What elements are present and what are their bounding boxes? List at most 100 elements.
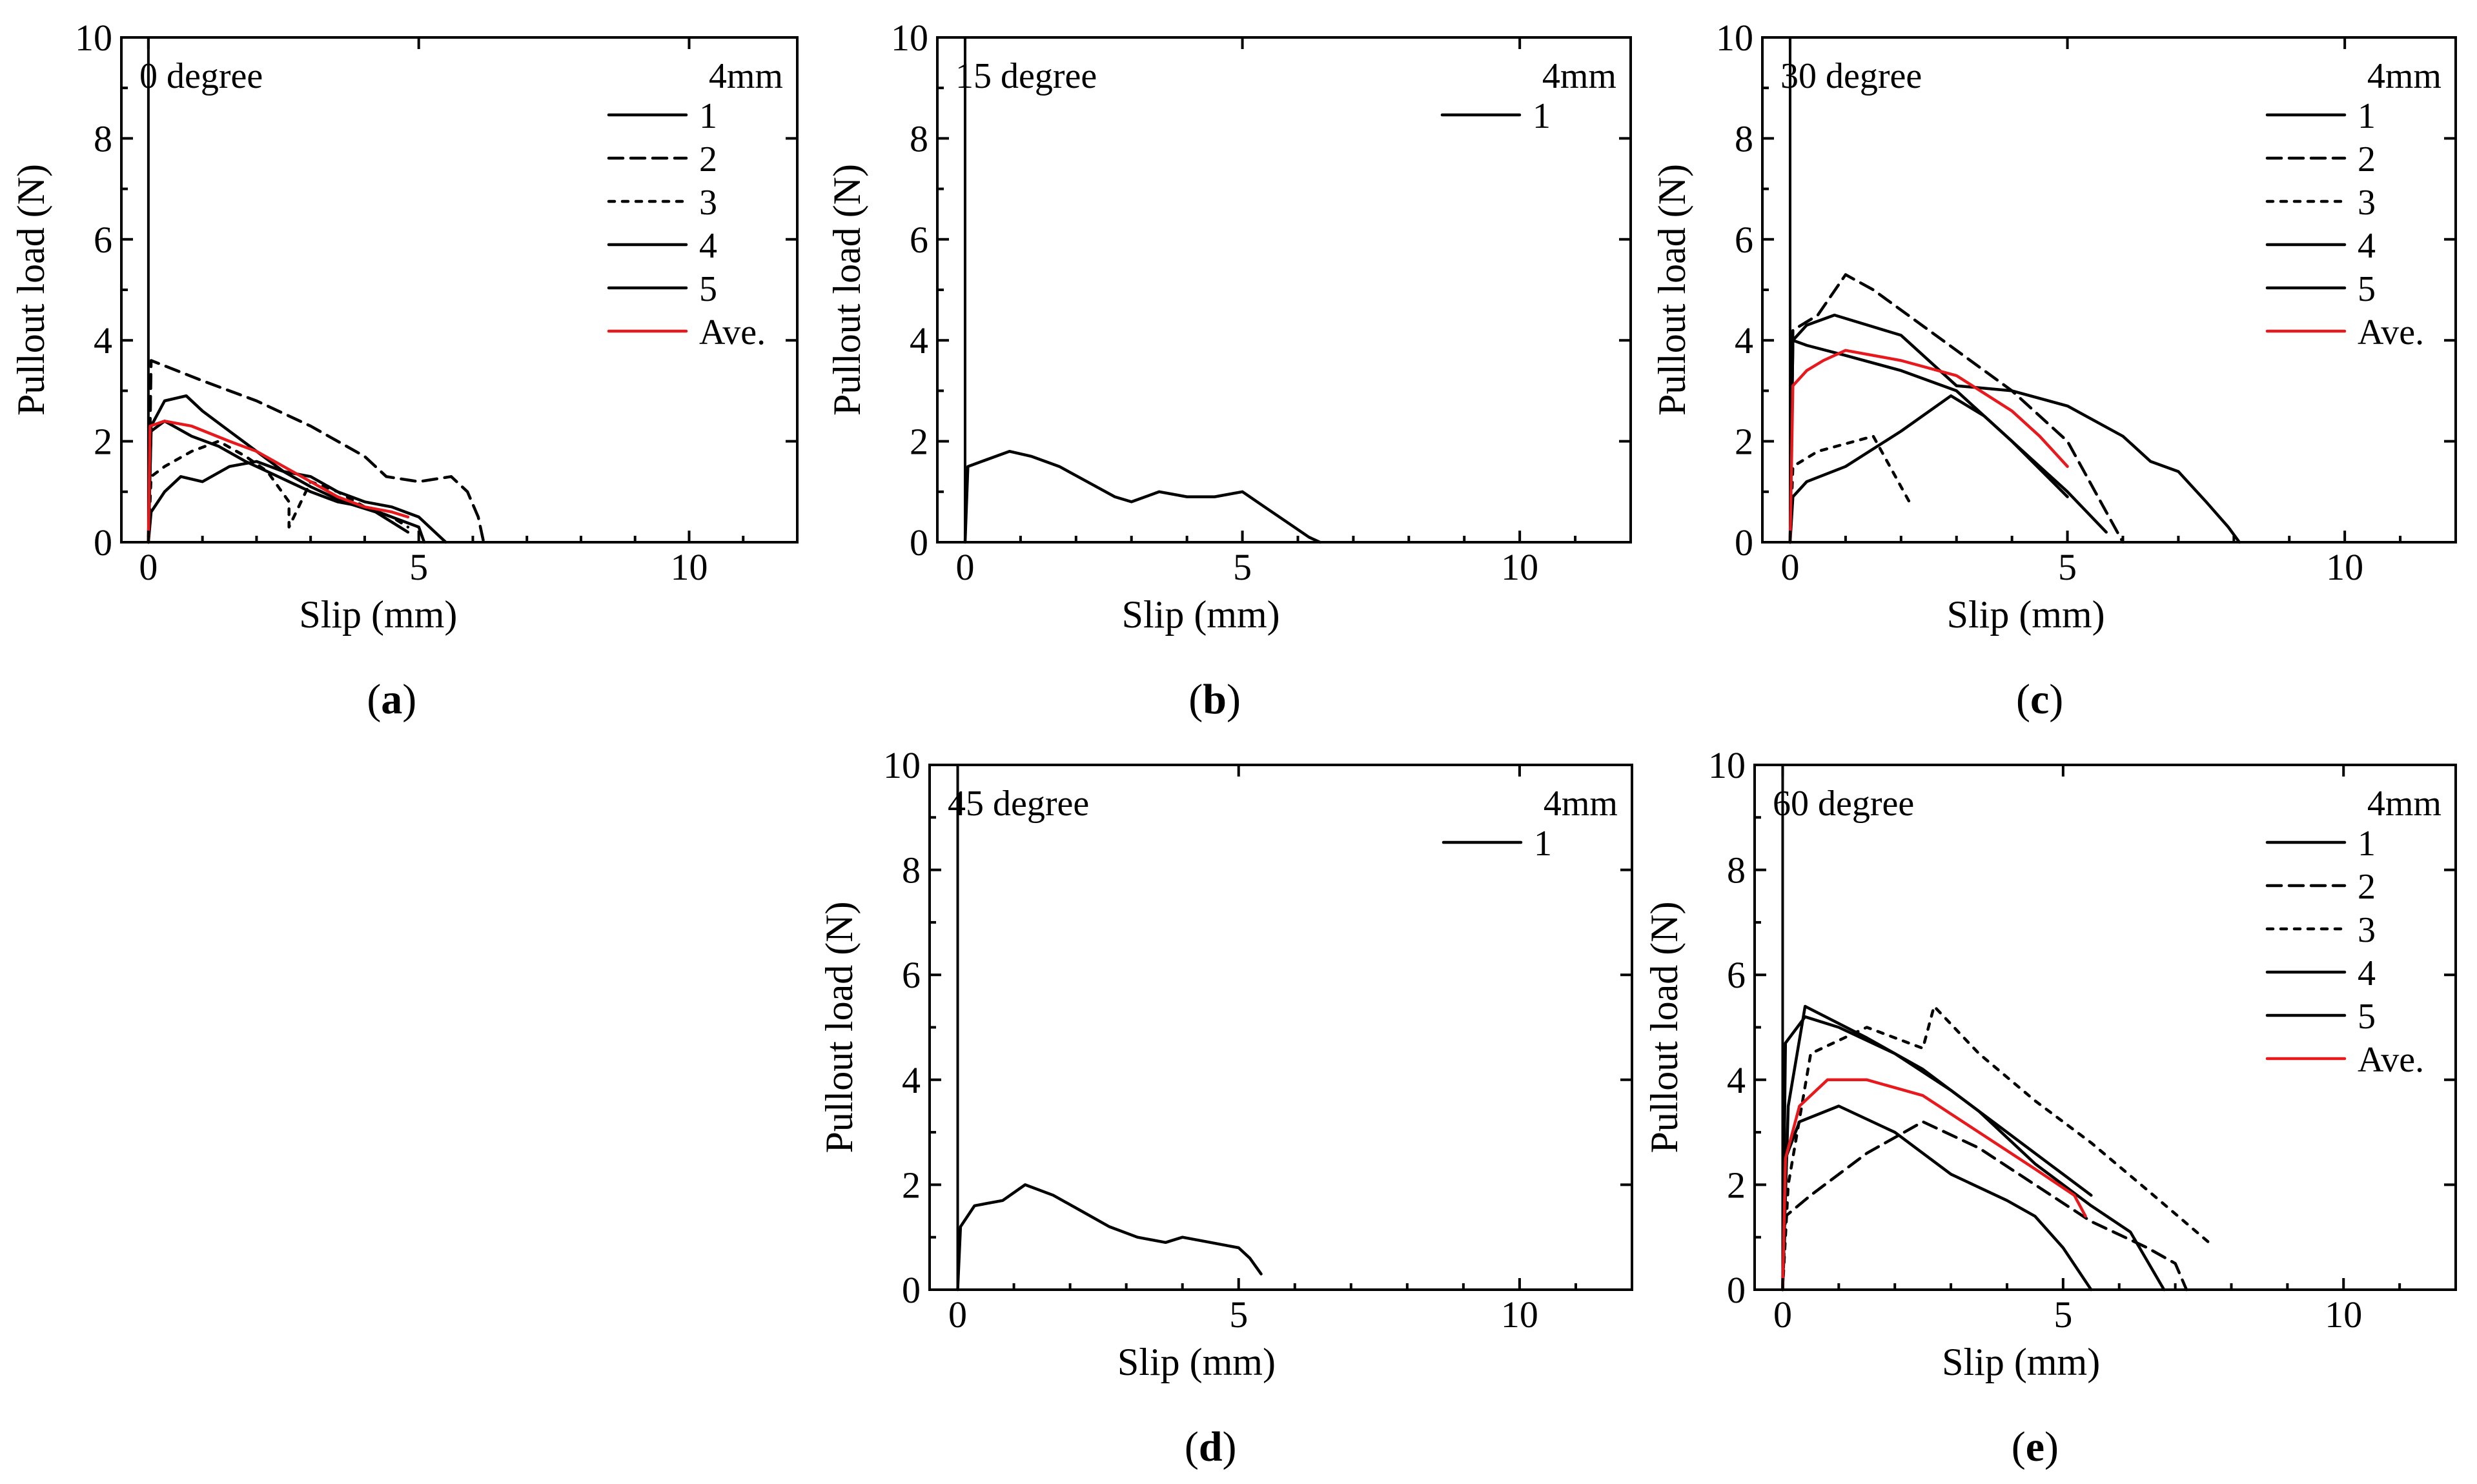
panel-label: (c) xyxy=(2016,676,2063,723)
x-axis-label: Slip (mm) xyxy=(1117,1341,1276,1383)
y-tick-label: 0 xyxy=(910,522,928,564)
y-tick-label: 10 xyxy=(1708,744,1746,786)
y-tick-label: 4 xyxy=(910,320,928,361)
x-tick-label: 5 xyxy=(1233,546,1252,588)
legend-title: 4mm xyxy=(1542,56,1616,96)
y-tick-label: 10 xyxy=(883,744,921,786)
y-tick-label: 8 xyxy=(1727,849,1746,891)
series-line-3 xyxy=(1788,434,1914,544)
series-line-Ave. xyxy=(147,420,410,544)
y-tick-label: 10 xyxy=(1716,17,1753,59)
angle-annotation: 15 degree xyxy=(955,56,1097,96)
legend-label: Ave. xyxy=(2358,312,2424,352)
y-tick-label: 4 xyxy=(1727,1059,1746,1101)
y-tick-label: 0 xyxy=(1727,1269,1746,1311)
x-tick-label: 0 xyxy=(1773,1294,1792,1336)
y-tick-label: 4 xyxy=(94,320,112,361)
legend-label: 3 xyxy=(2358,183,2376,223)
legend-label: 4 xyxy=(2358,953,2376,993)
panel-letter: d xyxy=(1199,1423,1223,1470)
legend-label: 1 xyxy=(2358,824,2376,864)
y-axis-label: Pullout load (N) xyxy=(1643,902,1686,1154)
x-tick-label: 5 xyxy=(2054,1294,2072,1336)
y-tick-label: 8 xyxy=(94,117,112,159)
y-tick-label: 8 xyxy=(1735,117,1753,159)
y-tick-label: 2 xyxy=(1735,421,1753,463)
legend-label: 1 xyxy=(2358,96,2376,136)
panel-d: 0 5 10 0 2 4 6 8 10 Slip (mm) Pullout load (N) 45 d… xyxy=(818,744,1633,1470)
panel-c: 0 5 10 0 2 4 6 8 10 Slip (mm) Pullout load (N) 30 d… xyxy=(1651,17,2457,723)
legend-title: 4mm xyxy=(1544,784,1618,824)
x-tick-label: 10 xyxy=(670,546,708,588)
x-axis-label: Slip (mm) xyxy=(299,593,457,636)
legend-label: Ave. xyxy=(2358,1040,2424,1080)
legend-label: 5 xyxy=(2358,269,2376,309)
y-tick-label: 2 xyxy=(910,421,928,463)
panel-letter: b xyxy=(1203,676,1227,723)
legend-label: 1 xyxy=(1533,96,1551,136)
y-tick-label: 0 xyxy=(902,1269,921,1311)
series-line-2 xyxy=(1788,273,2125,544)
y-tick-label: 8 xyxy=(910,117,928,159)
legend-title: 4mm xyxy=(2367,784,2441,824)
series-line-2 xyxy=(147,359,485,544)
x-tick-label: 0 xyxy=(139,546,158,588)
y-tick-label: 8 xyxy=(902,849,921,891)
panel-letter: a xyxy=(381,676,402,723)
x-axis-label: Slip (mm) xyxy=(1947,593,2105,636)
panel-b: 0 5 10 0 2 4 6 8 10 Slip (mm) Pullout load (N) 15 d… xyxy=(826,17,1632,723)
legend-label: 3 xyxy=(699,183,717,223)
panel-label: (b) xyxy=(1188,676,1241,723)
x-axis-label: Slip (mm) xyxy=(1942,1341,2100,1383)
legend-label: 2 xyxy=(699,139,717,179)
y-tick-label: 4 xyxy=(902,1059,921,1101)
series-line-Ave. xyxy=(1781,1078,2087,1292)
y-tick-label: 6 xyxy=(94,219,112,261)
y-tick-label: 0 xyxy=(1735,522,1753,564)
x-tick-label: 10 xyxy=(2325,1294,2362,1336)
series-line-1 xyxy=(956,1183,1263,1292)
x-tick-label: 0 xyxy=(948,1294,967,1336)
plot-frame xyxy=(120,36,799,544)
x-tick-label: 5 xyxy=(2058,546,2077,588)
plot-frame xyxy=(936,36,1632,544)
x-tick-label: 10 xyxy=(1501,546,1538,588)
y-tick-label: 0 xyxy=(94,522,112,564)
legend-title: 4mm xyxy=(709,56,783,96)
panel-a: 0 5 10 0 2 4 6 8 10 Slip (mm) Pullout load (N) 0 de… xyxy=(10,17,799,723)
panel-label: (a) xyxy=(367,676,416,723)
legend-label: 1 xyxy=(1534,824,1552,864)
legend-label: 4 xyxy=(2358,226,2376,266)
x-tick-label: 0 xyxy=(1780,546,1799,588)
series-line-5 xyxy=(147,460,447,544)
legend-label: Ave. xyxy=(699,312,766,352)
x-axis-label: Slip (mm) xyxy=(1122,593,1280,636)
x-tick-label: 5 xyxy=(409,546,428,588)
y-tick-label: 10 xyxy=(891,17,928,59)
series-line-4 xyxy=(1781,1104,2093,1292)
legend-title: 4mm xyxy=(2367,56,2441,96)
plot-frame xyxy=(1753,764,2457,1291)
series-line-5 xyxy=(1788,313,2241,544)
y-axis-label: Pullout load (N) xyxy=(826,164,868,416)
x-tick-label: 5 xyxy=(1229,1294,1248,1336)
y-tick-label: 6 xyxy=(902,954,921,996)
legend-label: 3 xyxy=(2358,910,2376,950)
y-axis-label: Pullout load (N) xyxy=(818,902,861,1154)
plot-frame xyxy=(928,764,1633,1291)
series-line-1 xyxy=(963,449,1322,544)
angle-annotation: 0 degree xyxy=(139,56,263,96)
panel-letter: c xyxy=(2030,676,2049,723)
y-tick-label: 6 xyxy=(1727,954,1746,996)
series-line-2 xyxy=(1781,1120,2188,1292)
legend-label: 2 xyxy=(2358,867,2376,907)
series-line-Ave. xyxy=(1788,349,2069,544)
legend-label: 5 xyxy=(2358,997,2376,1037)
angle-annotation: 45 degree xyxy=(948,784,1089,824)
x-tick-label: 0 xyxy=(955,546,974,588)
angle-annotation: 30 degree xyxy=(1780,56,1922,96)
series-line-1 xyxy=(147,420,426,544)
y-axis-label: Pullout load (N) xyxy=(10,164,52,416)
legend-label: 4 xyxy=(699,226,717,266)
panel-letter: e xyxy=(2026,1423,2044,1470)
